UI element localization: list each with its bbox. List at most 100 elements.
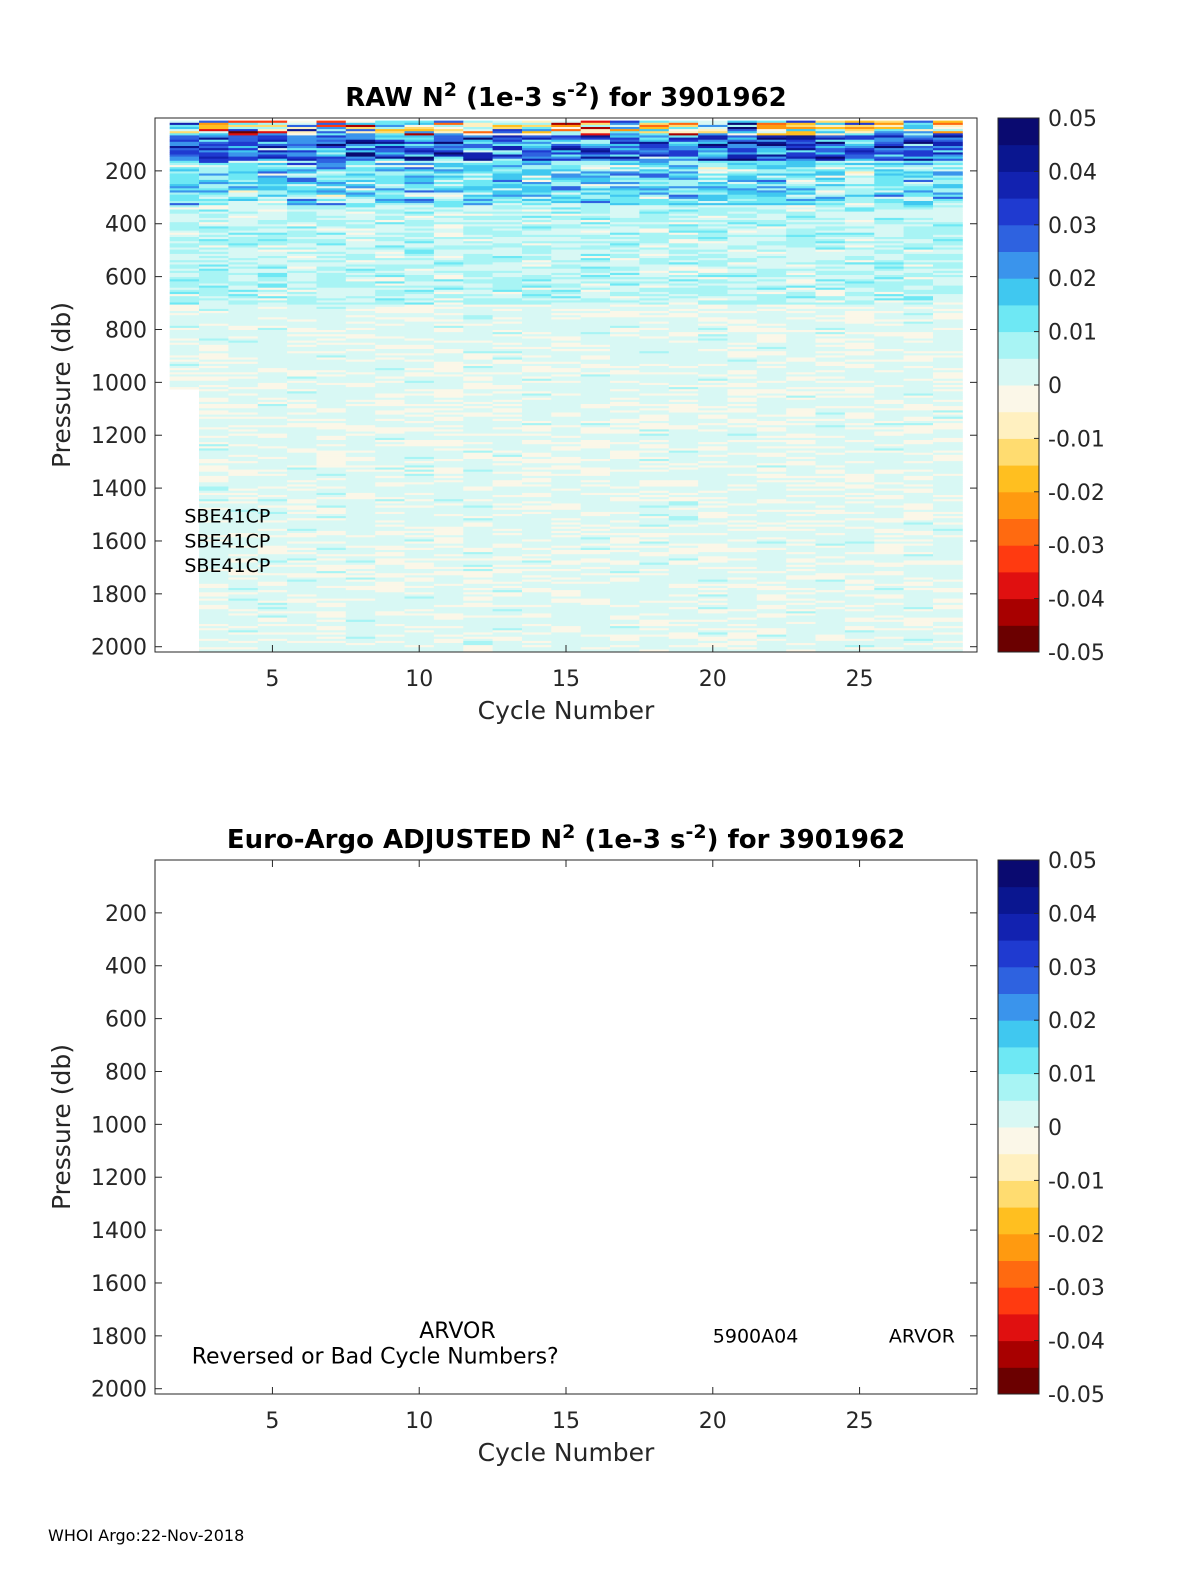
heatmap-cell <box>492 495 523 498</box>
heatmap-cell <box>257 488 288 492</box>
heatmap-cell <box>287 186 317 189</box>
heatmap-cell <box>316 148 347 151</box>
heatmap-cell <box>375 258 405 261</box>
heatmap-cell <box>316 184 347 187</box>
heatmap-cell <box>375 135 405 138</box>
heatmap-cell <box>228 560 259 563</box>
heatmap-cell <box>375 452 405 456</box>
heatmap-cell <box>727 600 758 604</box>
heatmap-cell <box>610 154 640 157</box>
heatmap-cell <box>433 385 464 388</box>
heatmap-cell <box>404 514 435 517</box>
heatmap-cell <box>727 408 758 411</box>
heatmap-cell <box>727 539 758 542</box>
heatmap-cell <box>551 154 582 157</box>
heatmap-cell <box>610 207 640 210</box>
heatmap-cell <box>287 272 317 276</box>
heatmap-cell <box>610 649 640 652</box>
heatmap-cell <box>316 321 347 325</box>
heatmap-cell <box>169 283 200 286</box>
heatmap-cell <box>639 518 670 521</box>
heatmap-cell <box>316 564 347 568</box>
heatmap-cell <box>522 473 552 477</box>
heatmap-cell <box>316 643 347 646</box>
heatmap-cell <box>316 353 347 356</box>
heatmap-cell <box>463 313 494 316</box>
heatmap-cell <box>492 152 523 155</box>
heatmap-cell <box>639 503 670 506</box>
heatmap-cell <box>316 628 347 631</box>
heatmap-cell <box>522 184 552 187</box>
heatmap-cell <box>169 150 200 153</box>
heatmap-cell <box>257 560 288 563</box>
heatmap-cell <box>375 192 405 195</box>
heatmap-cell <box>580 285 611 289</box>
heatmap-cell <box>639 357 670 360</box>
heatmap-cell <box>551 488 582 492</box>
heatmap-cell <box>404 302 435 305</box>
heatmap-cell <box>492 143 523 147</box>
heatmap-cell <box>551 638 582 642</box>
heatmap-cell <box>639 416 670 420</box>
heatmap-cell <box>228 571 259 574</box>
heatmap-cell <box>404 482 435 485</box>
heatmap-cell <box>287 207 317 210</box>
heatmap-cell <box>522 279 552 282</box>
heatmap-cell <box>316 124 347 128</box>
heatmap-cell <box>199 389 229 392</box>
heatmap-cell <box>492 535 523 538</box>
heatmap-cell <box>345 304 376 308</box>
heatmap-cell <box>228 541 259 544</box>
heatmap-cell <box>639 609 670 612</box>
heatmap-cell <box>727 607 758 610</box>
heatmap-cell <box>668 150 699 153</box>
heatmap-cell <box>727 160 758 164</box>
heatmap-cell <box>610 338 640 341</box>
heatmap-cell <box>375 486 405 489</box>
heatmap-cell <box>610 148 640 151</box>
heatmap-cell <box>316 397 347 401</box>
heatmap-cell <box>639 340 670 344</box>
heatmap-cell <box>727 366 758 369</box>
heatmap-cell <box>522 640 552 644</box>
heatmap-cell <box>610 182 640 185</box>
heatmap-cell <box>287 141 317 145</box>
heatmap-cell <box>169 296 200 299</box>
heatmap-cell <box>316 437 347 441</box>
heatmap-cell <box>257 171 288 174</box>
heatmap-cell <box>522 533 552 536</box>
heatmap-cell <box>727 270 758 274</box>
heatmap-cell <box>375 376 405 379</box>
heatmap-cell <box>727 376 758 379</box>
heatmap-cell <box>698 158 728 162</box>
heatmap-cell <box>727 230 758 234</box>
heatmap-cell <box>287 524 317 528</box>
heatmap-cell <box>668 203 699 206</box>
heatmap-cell <box>463 378 494 382</box>
heatmap-cell <box>404 338 435 341</box>
heatmap-cell <box>668 486 699 489</box>
heatmap-cell <box>228 632 259 635</box>
heatmap-cell <box>492 594 523 597</box>
heatmap-cell <box>551 550 582 553</box>
heatmap-cell <box>433 423 464 426</box>
heatmap-cell <box>375 270 405 274</box>
heatmap-cell <box>199 416 229 420</box>
heatmap-cell <box>316 560 347 563</box>
heatmap-cell <box>727 524 758 528</box>
heatmap-cell <box>404 334 435 337</box>
heatmap-cell <box>345 530 376 534</box>
heatmap-cell <box>257 389 288 392</box>
heatmap-cell <box>404 469 435 473</box>
heatmap-cell <box>228 518 259 521</box>
heatmap-cell <box>727 507 758 511</box>
heatmap-cell <box>463 262 494 265</box>
heatmap-cell <box>316 162 347 166</box>
heatmap-cell <box>404 585 435 589</box>
heatmap-cell <box>228 230 259 234</box>
heatmap-cell <box>257 566 288 570</box>
heatmap-cell <box>492 615 523 618</box>
heatmap-cell <box>727 418 758 422</box>
heatmap-cell <box>639 486 670 489</box>
heatmap-cell <box>639 190 670 193</box>
